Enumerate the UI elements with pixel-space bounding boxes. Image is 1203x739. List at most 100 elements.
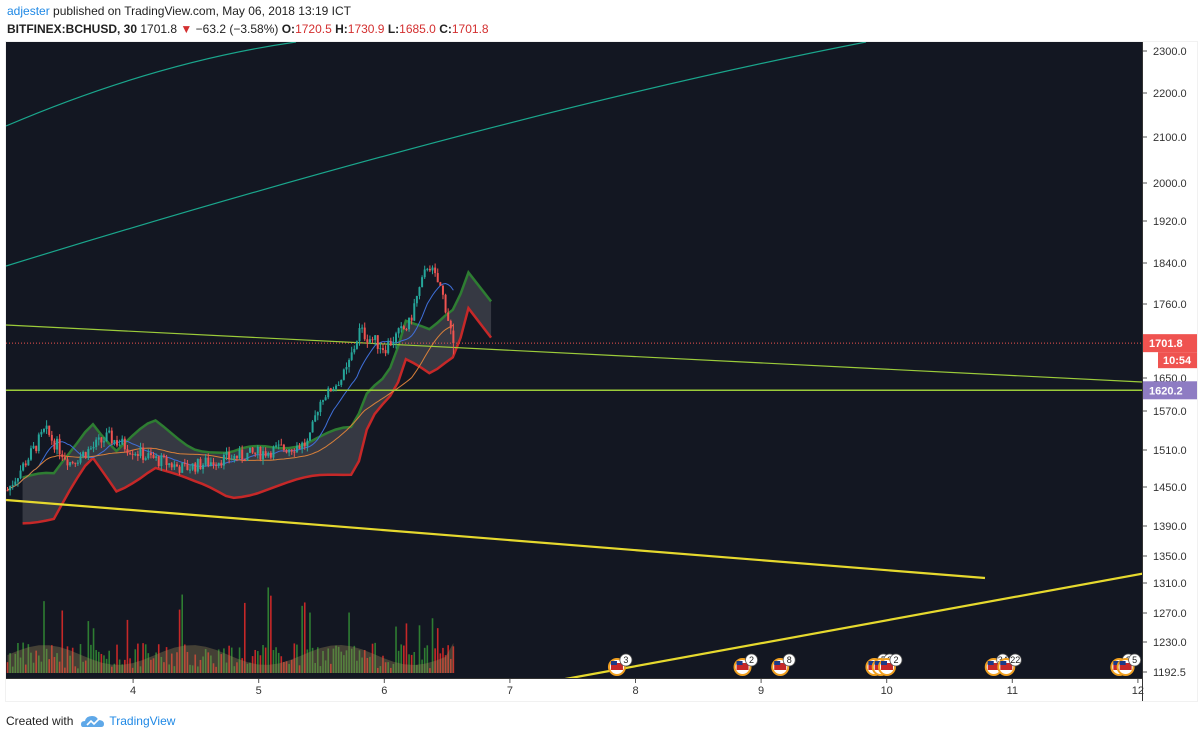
candle-body	[230, 459, 233, 461]
volume-bar	[405, 623, 408, 673]
candle-body	[290, 449, 293, 452]
event-count-badge	[619, 653, 633, 667]
x-tick-label: 4	[130, 685, 136, 697]
price-chart[interactable]: 328532342225 2300.02200.02100.02000.0192…	[6, 42, 1197, 701]
candle-body	[389, 341, 392, 346]
volume-bar	[241, 658, 243, 673]
volume-bar	[87, 621, 90, 673]
candle-body	[366, 339, 369, 343]
volume-bar	[327, 648, 330, 673]
price-axis[interactable]: 2300.0 2200.0 2100.0 2000.0 1920.0 1840.0 1760…	[1143, 46, 1187, 679]
author-link[interactable]: adjester	[7, 4, 50, 18]
volume-bar	[202, 656, 204, 673]
candle-body	[449, 320, 452, 329]
volume-bar	[84, 660, 87, 673]
candle-body	[254, 452, 257, 454]
candle-body	[246, 452, 249, 461]
candle-body	[395, 333, 398, 343]
candle-body	[439, 282, 442, 286]
candle-body	[426, 268, 429, 270]
us-flag-stripes-icon	[736, 663, 749, 670]
candle-body	[285, 450, 288, 453]
volume-bar	[309, 612, 311, 673]
volume-bar	[155, 652, 157, 673]
candle-body	[87, 449, 90, 458]
price-axis-panel	[1143, 42, 1197, 701]
candle-body	[335, 385, 338, 389]
volume-bar	[19, 657, 22, 673]
candle-body	[368, 339, 371, 343]
volume-bar	[131, 667, 134, 673]
candle-body	[329, 388, 332, 392]
candle-body	[48, 425, 51, 435]
volume-bar	[69, 655, 71, 673]
volume-bar	[311, 647, 314, 673]
candle-body	[269, 452, 272, 458]
candle-body	[381, 348, 384, 350]
volume-bar	[225, 662, 228, 673]
volume-bar	[444, 655, 447, 673]
candle-body	[418, 287, 421, 296]
time-axis[interactable]: 4 5 6 7 8 9 10 11 12	[130, 679, 1144, 697]
candle-body	[202, 464, 205, 470]
volume-bar	[64, 667, 66, 673]
high-value: 1730.9	[347, 22, 385, 36]
volume-bar	[301, 605, 303, 673]
volume-bar	[118, 659, 121, 673]
arc-lower	[6, 42, 867, 267]
candle-body	[332, 388, 335, 392]
volume-bar	[48, 659, 51, 673]
candle-body	[225, 452, 228, 455]
event-count-badge	[782, 653, 796, 667]
event-count-label: 8	[787, 655, 792, 665]
price-labels: 1701.8 10:54 1620.2	[1143, 334, 1197, 400]
volume-bar	[233, 666, 236, 673]
candle-body	[327, 388, 330, 398]
candle-body	[108, 430, 111, 433]
volume-bar	[6, 662, 9, 673]
candle-body	[222, 454, 225, 466]
x-tick-label: 6	[381, 685, 387, 697]
candle-body	[189, 469, 192, 471]
candle-body	[40, 431, 43, 435]
published-text: published on TradingView.com, May 06, 20…	[49, 4, 351, 18]
volume-bar	[178, 609, 181, 673]
candle-body	[110, 430, 113, 444]
candle-body	[61, 454, 64, 458]
volume-bar	[293, 643, 296, 673]
volume-bar	[95, 650, 97, 673]
candle-body	[337, 384, 340, 386]
cloud-layer	[22, 269, 493, 525]
y-tick-label: 1450.0	[1153, 482, 1187, 494]
candle-body	[113, 440, 116, 444]
volume-bar	[332, 648, 335, 673]
candle-body	[379, 348, 382, 350]
candle-body	[447, 312, 450, 321]
us-flag-canton-icon	[1113, 661, 1120, 665]
candle-body	[50, 434, 53, 441]
volume-bar	[296, 644, 298, 673]
candle-body	[66, 459, 69, 466]
candle-body	[170, 463, 173, 468]
tradingview-link[interactable]: TradingView	[109, 714, 176, 728]
volume-bar	[194, 654, 197, 673]
volume-bar	[238, 647, 241, 673]
volume-bar	[58, 661, 61, 673]
y-tick-label: 1760.0	[1153, 299, 1187, 311]
x-tick-label: 7	[507, 685, 513, 697]
volume-bar	[165, 647, 168, 673]
open-value: 1720.5	[295, 22, 332, 36]
volume-bar	[431, 618, 434, 673]
us-flag-stripes-icon	[880, 663, 893, 670]
candle-body	[413, 303, 416, 321]
volume-bar	[100, 653, 103, 673]
event-markers-layer: 328532342225	[607, 653, 1142, 676]
symbol-label: BITFINEX:BCHUSD, 30	[7, 22, 138, 36]
candle-body	[355, 341, 358, 349]
close-label: C:	[439, 22, 452, 36]
volume-bar	[416, 664, 418, 673]
volume-bar	[353, 645, 356, 673]
candle-body	[181, 463, 184, 473]
volume-bar	[157, 644, 160, 673]
volume-bar	[173, 666, 176, 673]
